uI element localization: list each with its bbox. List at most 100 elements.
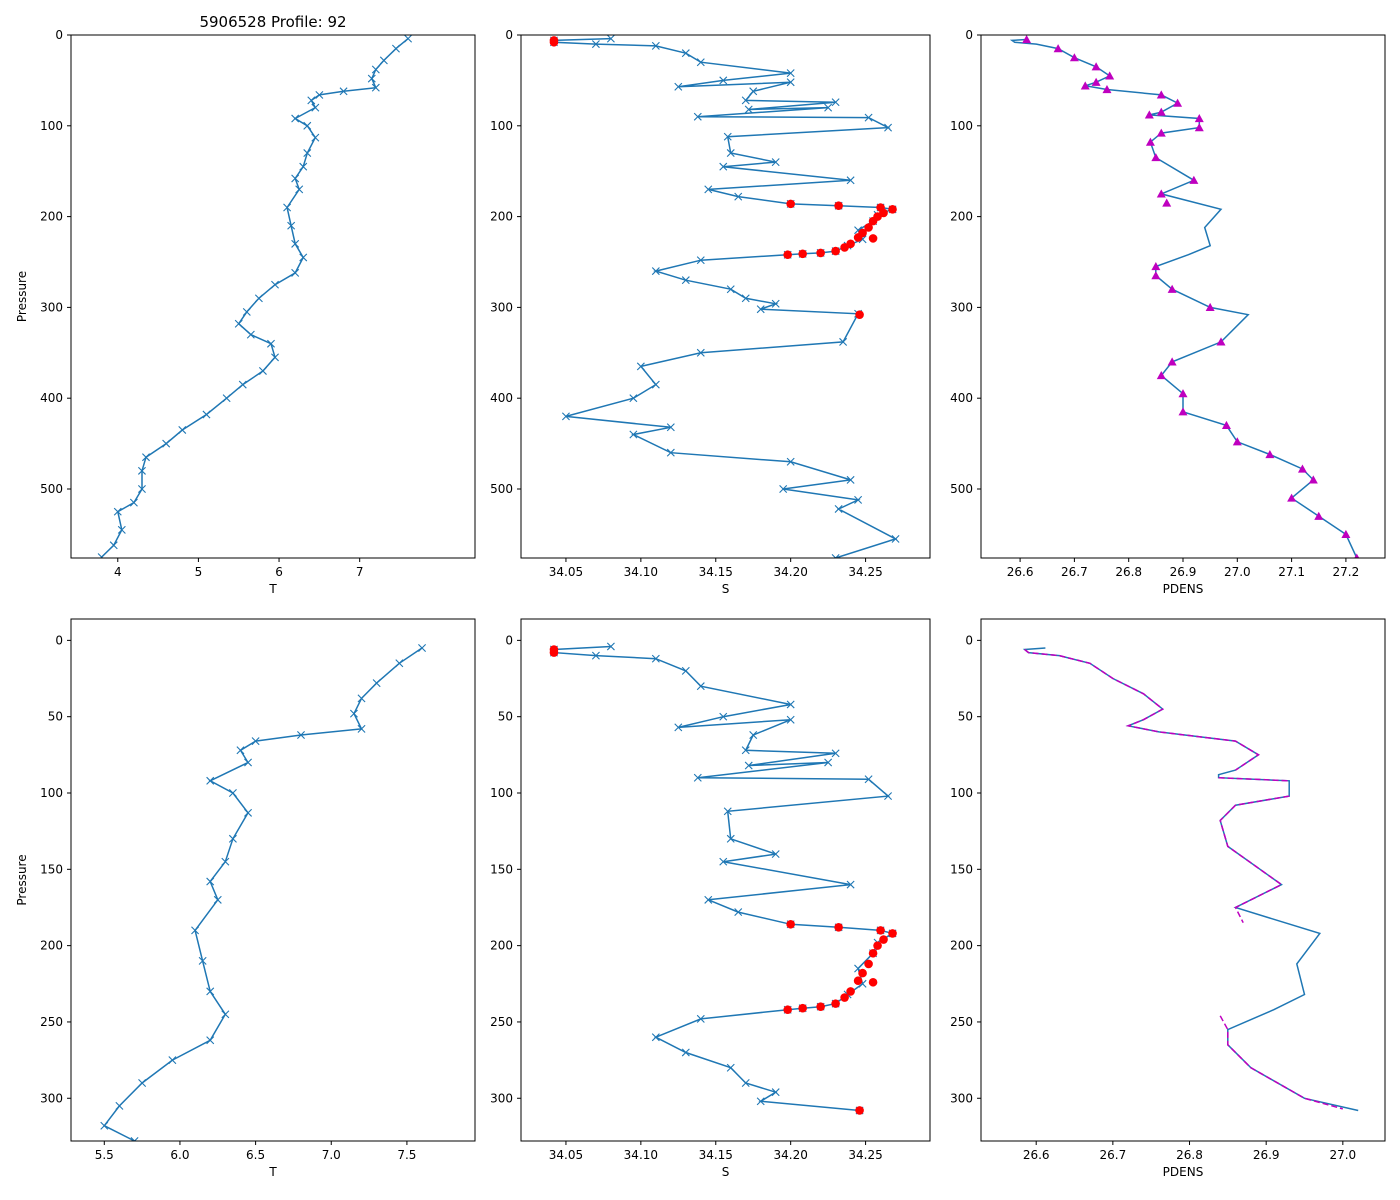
pdens-triangle-marker	[1091, 62, 1101, 71]
x-tick-label: 4	[114, 565, 122, 579]
y-tick-label: 250	[490, 1015, 513, 1029]
data-point-x-marker	[206, 1036, 215, 1045]
data-point-x-marker	[297, 731, 305, 739]
data-point-x-marker	[719, 712, 728, 721]
x-tick-label: 6.0	[170, 1148, 189, 1162]
plot-area	[97, 35, 413, 558]
data-point-x-marker	[786, 457, 795, 466]
y-tick-label: 200	[490, 939, 513, 953]
y-tick-label: 150	[950, 862, 973, 876]
flagged-point	[888, 929, 897, 938]
flagged-point	[834, 923, 843, 932]
y-tick-label: 300	[40, 1091, 63, 1105]
y-tick-label: 50	[958, 710, 973, 724]
data-point-x-marker	[206, 987, 215, 996]
flagged-point	[816, 248, 825, 258]
data-point-x-marker	[242, 307, 251, 316]
pdens-triangle-marker	[1189, 175, 1199, 184]
y-tick-label: 500	[40, 482, 63, 496]
pdens-triangle-marker	[1162, 198, 1172, 207]
data-point-x-marker	[674, 723, 683, 732]
y-tick-label: 200	[40, 210, 63, 224]
data-point-x-marker	[719, 162, 728, 171]
data-point-x-marker	[339, 87, 348, 96]
data-point-x-marker	[666, 448, 675, 457]
y-tick-label: 100	[950, 119, 973, 133]
data-point-x-marker	[391, 44, 400, 53]
data-point-x-marker	[786, 715, 795, 724]
data-point-x-marker	[696, 58, 705, 67]
data-point-x-marker	[371, 83, 380, 92]
x-tick-label: 27.0	[1329, 1148, 1356, 1162]
y-tick-label: 100	[950, 786, 973, 800]
x-tick-label: 26.7	[1099, 1148, 1126, 1162]
y-tick-label: 400	[490, 391, 513, 405]
data-point-x-marker	[864, 113, 873, 122]
data-point-x-marker	[651, 654, 660, 663]
flagged-point	[853, 233, 863, 242]
y-tick-label: 150	[40, 862, 63, 876]
pdens-triangle-marker	[1216, 337, 1226, 346]
data-point-x-marker	[786, 78, 795, 87]
pdens-triangle-marker	[1265, 449, 1275, 459]
data-point-x-marker	[704, 895, 713, 904]
pdens-triangle-marker	[1167, 284, 1177, 293]
x-tick-label: 34.05	[549, 1148, 583, 1162]
data-point-x-marker	[696, 256, 705, 265]
y-tick-label: 100	[490, 786, 513, 800]
subplot-sal-top: 34.05 34.10 34.15 34.20 34.25 0 100 200 300 400 50…	[490, 28, 931, 596]
x-tick-label: 34.20	[773, 1148, 807, 1162]
data-point-x-marker	[222, 394, 231, 403]
x-axis-label: PDENS	[1163, 1165, 1204, 1179]
data-point-x-marker	[271, 280, 280, 289]
y-tick-label: 0	[505, 633, 513, 647]
data-point-x-marker	[295, 185, 304, 194]
data-point-x-marker	[674, 82, 683, 91]
x-tick-label: 5.5	[95, 1148, 114, 1162]
x-tick-label: 34.05	[549, 565, 583, 579]
flagged-point	[888, 205, 897, 214]
data-point-x-marker	[606, 642, 615, 651]
data-point-x-marker	[629, 430, 638, 439]
data-point-x-marker	[756, 1097, 765, 1106]
pdens-triangle-marker	[1297, 464, 1307, 473]
data-point-x-marker	[228, 789, 237, 797]
data-point-x-marker	[741, 1079, 750, 1087]
data-point-x-marker	[734, 192, 743, 201]
data-point-x-marker	[291, 114, 300, 123]
pdens-triangle-marker	[1341, 529, 1351, 538]
pdens-triangle-marker	[1156, 90, 1166, 99]
y-axis-label: Pressure	[15, 271, 29, 322]
x-tick-label: 7.0	[322, 1148, 341, 1162]
y-tick-label: 300	[490, 1091, 513, 1105]
data-point-x-marker	[271, 353, 280, 362]
pdens-triangle-marker	[1232, 437, 1242, 446]
flagged-point	[864, 223, 873, 232]
data-point-x-marker	[221, 857, 230, 866]
flagged-point	[876, 926, 885, 935]
data-point-x-marker	[307, 96, 316, 105]
flagged-point	[873, 941, 882, 950]
flagged-point	[816, 1002, 825, 1011]
y-tick-label: 250	[40, 1015, 63, 1029]
data-point-x-marker	[198, 956, 207, 965]
plot-area	[100, 644, 427, 1141]
flagged-point	[855, 310, 864, 319]
pdens-triangle-marker	[1105, 71, 1115, 80]
flagged-point	[868, 977, 878, 987]
x-tick-label: 5	[195, 565, 203, 579]
data-point-x-marker	[258, 366, 267, 375]
plot-area	[549, 35, 900, 558]
pdens-triangle-marker	[1144, 110, 1154, 119]
pdens-triangle-marker	[1178, 389, 1188, 398]
data-point-x-marker	[723, 132, 732, 141]
x-tick-label: 6.5	[246, 1148, 265, 1162]
y-tick-label: 200	[950, 210, 973, 224]
data-point-x-marker	[824, 103, 833, 112]
data-point-x-marker	[254, 294, 263, 303]
data-point-x-marker	[591, 40, 600, 49]
data-point-x-marker	[741, 746, 750, 755]
axes-frame	[70, 34, 476, 559]
y-tick-label: 50	[498, 710, 513, 724]
x-axis-label: T	[268, 1165, 277, 1179]
